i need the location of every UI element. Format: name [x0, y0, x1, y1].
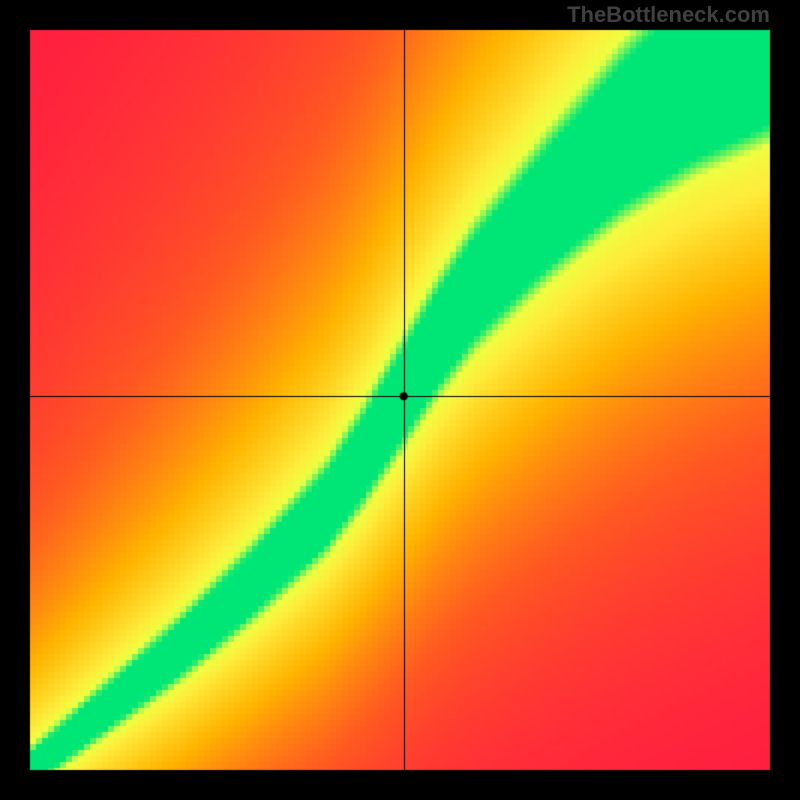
watermark-text: TheBottleneck.com — [567, 2, 770, 28]
chart-container: TheBottleneck.com — [0, 0, 800, 800]
bottleneck-heatmap — [0, 0, 800, 800]
